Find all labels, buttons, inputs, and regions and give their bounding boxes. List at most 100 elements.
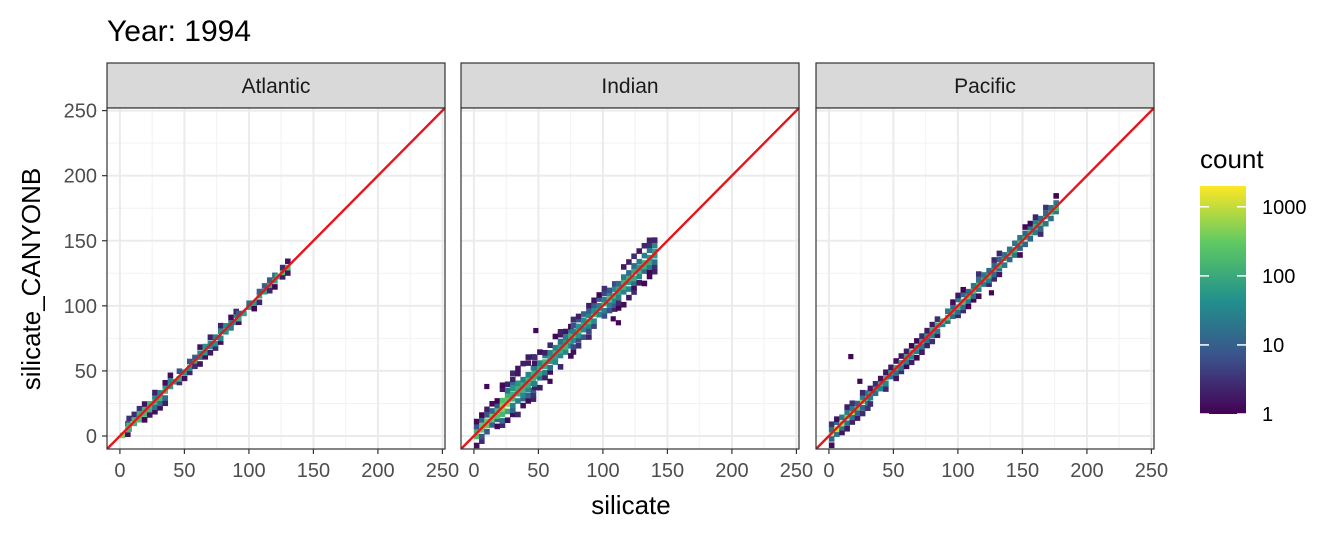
heatmap-bin [580,326,587,333]
heatmap-bin [651,259,658,265]
x-tick-label: 0 [468,460,479,482]
heatmap-bin [919,343,925,350]
heatmap-bin [1022,230,1028,237]
heatmap-bin [849,419,856,425]
heatmap-bin [620,274,627,280]
heatmap-bin [525,371,532,378]
heatmap-bin [575,323,582,330]
x-tick-label: 100 [232,460,265,482]
heatmap-bin [525,392,532,399]
heatmap-bin [570,316,577,323]
heatmap-bin [586,323,592,329]
heatmap-bin [591,308,597,314]
heatmap-bin [859,389,866,396]
heatmap-bin [547,364,553,371]
heatmap-bin [542,359,548,365]
heatmap-bin [934,328,941,335]
heatmap-bin [636,248,643,254]
heatmap-bin [525,382,532,388]
legend-tick-label: 10 [1262,335,1284,357]
heatmap-bin [1032,214,1039,220]
heatmap-bin [651,248,658,255]
heatmap-bin [828,442,835,449]
heatmap-bin [520,386,526,392]
heatmap-bin [903,348,910,355]
legend-title: count [1200,144,1264,174]
heatmap-bin [636,273,643,280]
heatmap-bin-outlier [547,378,553,384]
heatmap-bin [212,334,219,340]
heatmap-bin [570,337,577,344]
heatmap-bin [167,372,174,379]
heatmap-bin [525,360,532,366]
heatmap-bin [591,323,597,329]
heatmap-bin [570,349,577,355]
heatmap-bin [615,305,622,311]
heatmap-bin [223,328,229,335]
heatmap-bin [606,290,613,297]
x-tick-label: 0 [823,460,834,482]
x-tick-label: 250 [1135,460,1168,482]
facet-strip [460,62,800,109]
heatmap-bin [591,297,597,304]
heatmap-bin [611,302,618,308]
heatmap-bin [510,395,516,402]
heatmap-bin [479,412,485,418]
heatmap-bin [531,381,538,387]
heatmap-bin [557,328,564,335]
heatmap-bins [473,237,658,449]
heatmap-bin [162,400,169,407]
heatmap-bin [934,316,941,322]
heatmap-bin [542,349,548,356]
heatmap-bin [965,288,972,295]
heatmap-bin [537,374,543,381]
heatmap-bin [236,310,242,317]
heatmap-bin [192,363,198,370]
identity-reference-line [816,108,1154,449]
heatmap-bin [1027,220,1034,227]
heatmap-bin-outlier [857,378,863,384]
heatmap-bin [844,404,850,410]
heatmap-bin [965,303,972,310]
heatmap-bin [854,400,861,407]
heatmap-bin [499,422,506,428]
heatmap-bin [991,257,998,263]
heatmap-bin [141,411,148,417]
heatmap-bin [924,337,930,343]
heatmap-bin [552,344,559,351]
heatmap-bin [631,268,637,274]
heatmap-bin [547,350,553,356]
heatmap-bin [570,328,577,335]
heatmap-bin [479,422,485,429]
heatmap-bin [575,332,582,339]
heatmap-bin [651,242,658,249]
heatmap-bin [580,317,587,324]
heatmap-bin [212,340,219,347]
heatmap-bin [636,258,643,265]
heatmap-bin [141,417,148,423]
heatmap-bin [557,338,564,345]
panel-border [106,107,446,450]
heatmap-bin [641,268,648,274]
heatmap-bin [975,271,982,277]
heatmap-bin [256,299,263,306]
heatmap-bin [510,380,516,386]
heatmap-bin [945,308,951,315]
heatmap-bin [970,297,977,303]
chart-title: Year: 1994 [107,15,251,48]
heatmap-bin [542,374,548,381]
heatmap-bin [510,407,516,414]
heatmap-bin [473,427,480,434]
heatmap-bin [279,264,286,271]
heatmap-bin [537,363,543,370]
heatmap-bin [646,237,653,244]
heatmap-bin [834,419,840,426]
heatmap-bin [981,281,987,287]
heatmap-bin [515,370,521,377]
heatmap-bin [586,308,592,314]
heatmap-bin [615,294,622,301]
heatmap-bin [1001,252,1008,258]
heatmap-bin [615,289,622,295]
heatmap-bin [865,405,871,412]
